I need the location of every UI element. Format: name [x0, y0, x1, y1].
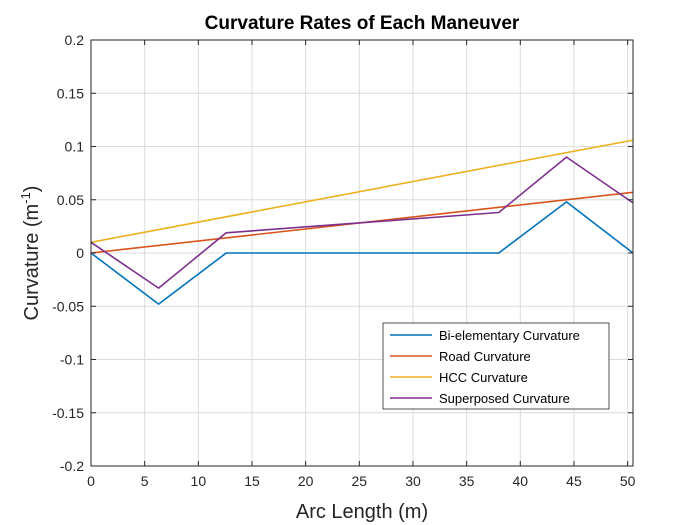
legend-label-4: Superposed Curvature: [439, 391, 570, 406]
series-lines: [90, 139, 634, 305]
x-tick-label: 35: [459, 473, 475, 489]
x-tick-label: 0: [87, 473, 95, 489]
x-tick-label: 15: [244, 473, 260, 489]
y-tick-label: 0.2: [65, 32, 85, 48]
y-tick-label: 0.1: [65, 139, 85, 155]
y-axis-title: Curvature (m-1): [18, 186, 43, 321]
legend: Bi-elementary Curvature Road Curvature HCC…: [382, 322, 610, 410]
legend-label-1: Bi-elementary Curvature: [439, 328, 580, 343]
y-axis-title-exponent: -1: [18, 192, 33, 204]
x-tick-label: 25: [352, 473, 368, 489]
series-line-1: [90, 201, 634, 305]
y-tick-label: 0: [76, 245, 84, 261]
legend-box: [382, 322, 610, 410]
axis-ticks: [90, 39, 633, 467]
x-tick-labels: 0 5 10 15 20 25 30 35 40 45 50: [87, 473, 636, 489]
y-tick-label: -0.15: [52, 405, 84, 421]
x-tick-label: 40: [513, 473, 529, 489]
x-axis-title: Arc Length (m): [296, 501, 428, 523]
x-tick-label: 30: [405, 473, 421, 489]
x-tick-label: 10: [191, 473, 207, 489]
y-axis-title-main: Curvature (m: [21, 204, 43, 321]
x-tick-label: 45: [566, 473, 582, 489]
series-line-3: [90, 139, 634, 244]
legend-label-3: HCC Curvature: [439, 370, 528, 385]
x-tick-label: 20: [298, 473, 314, 489]
y-tick-label: -0.05: [52, 298, 84, 314]
y-tick-label: 0.05: [57, 192, 84, 208]
y-tick-label: -0.2: [60, 458, 84, 474]
x-tick-label: 50: [620, 473, 636, 489]
y-tick-label: 0.15: [57, 85, 84, 101]
y-tick-label: -0.1: [60, 352, 84, 368]
chart-title: Curvature Rates of Each Maneuver: [205, 13, 520, 34]
series-line-4: [90, 156, 634, 289]
x-tick-label: 5: [141, 473, 149, 489]
legend-label-2: Road Curvature: [439, 349, 531, 364]
y-tick-labels: -0.2 -0.15 -0.1 -0.05 0 0.05 0.1 0.15 0.2: [52, 32, 84, 474]
y-axis-title-end: ): [21, 186, 43, 193]
